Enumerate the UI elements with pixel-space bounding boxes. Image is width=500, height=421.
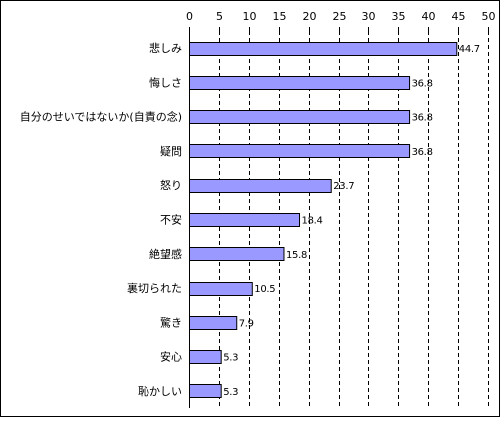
data-label: 5.3 (223, 387, 238, 398)
category-label: 悲しみ (149, 41, 182, 55)
x-tick-label: 0 (186, 10, 193, 23)
bar (189, 76, 411, 90)
x-axis-ticks: 0 5 10 15 20 25 30 35 40 45 50 (186, 10, 496, 31)
x-tick-label: 10 (243, 10, 257, 23)
bar (189, 213, 301, 227)
bar (189, 42, 458, 56)
category-label: 裏切られた (127, 281, 182, 295)
bar (189, 316, 238, 330)
bar (189, 384, 222, 398)
data-label: 5.3 (223, 353, 238, 364)
x-tick-label: 30 (362, 10, 376, 23)
data-label: 23.7 (333, 181, 354, 192)
x-tick-label: 15 (273, 10, 287, 23)
data-label: 36.8 (412, 113, 433, 124)
x-tick-label: 20 (303, 10, 317, 23)
x-tick-label: 5 (216, 10, 223, 23)
category-label: 安心 (160, 350, 182, 364)
data-label: 36.8 (412, 78, 433, 89)
bar (189, 247, 285, 261)
x-tick-label: 25 (333, 10, 347, 23)
bar (189, 144, 411, 158)
x-tick-label: 50 (482, 10, 496, 23)
category-label: 疑問 (160, 145, 182, 158)
category-label: 自分のせいではないか(自責の念) (20, 110, 182, 124)
category-label: 不安 (160, 213, 182, 227)
data-label: 44.7 (459, 44, 480, 55)
bar (189, 350, 222, 364)
data-label: 18.4 (302, 216, 323, 227)
category-label: 驚き (160, 315, 182, 329)
data-label: 10.5 (254, 284, 275, 295)
bar (189, 179, 332, 193)
data-label: 7.9 (239, 318, 254, 329)
category-label: 絶望感 (149, 247, 182, 261)
labels: 悲しみ 44.7 悔しさ 36.8 自分のせいではないか(自責の念) 36.8 疑問 36.8… (20, 41, 480, 398)
x-tick-label: 35 (392, 10, 406, 23)
category-label: 悔しさ (149, 75, 182, 89)
category-label: 怒り (160, 178, 182, 192)
category-label: 恥かしい (138, 385, 182, 398)
data-label: 15.8 (286, 250, 307, 261)
bar (189, 282, 253, 296)
x-tick-label: 45 (452, 10, 466, 23)
bar (189, 110, 411, 124)
x-tick-label: 40 (422, 10, 436, 23)
data-label: 36.8 (412, 147, 433, 158)
